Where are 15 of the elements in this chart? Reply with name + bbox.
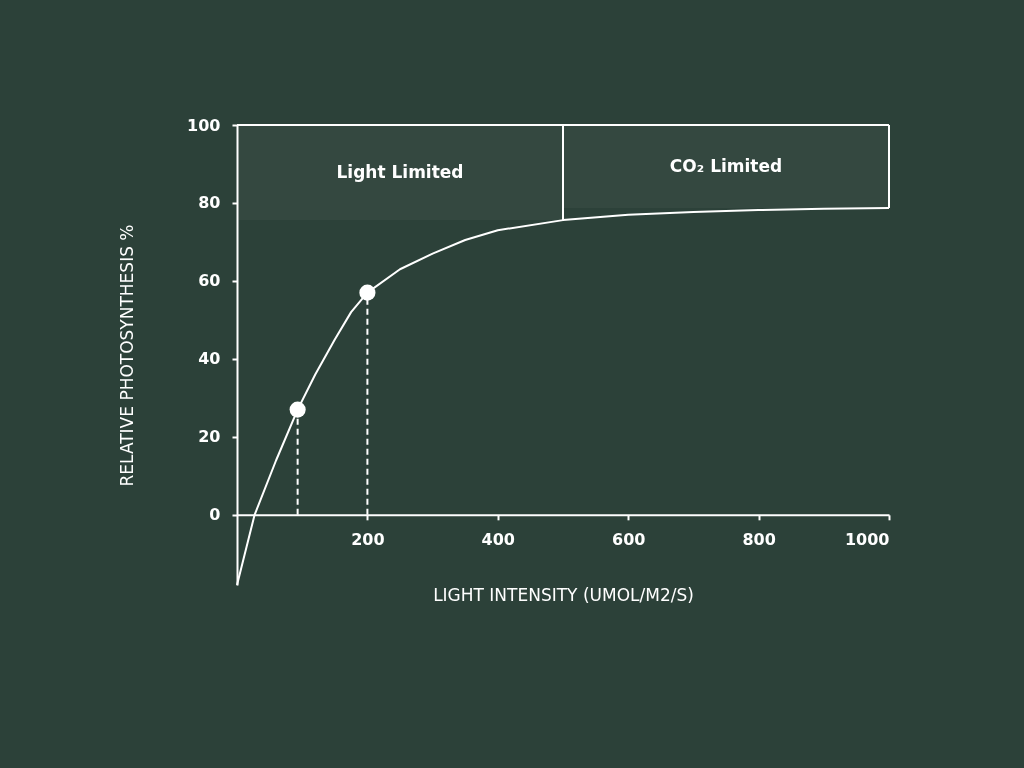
x-tick-label: 600 <box>612 530 646 550</box>
y-tick-label: 100 <box>187 115 221 135</box>
x-tick-label: 1000 <box>844 530 890 550</box>
band-label: CO₂ Limited <box>669 155 783 176</box>
y-axis-title: RELATIVE PHOTOSYNTHESIS % <box>117 224 138 487</box>
band-label: Light Limited <box>336 161 464 182</box>
y-tick-label: 80 <box>198 193 221 213</box>
y-tick-label: 60 <box>198 271 221 291</box>
x-axis-title: LIGHT INTENSITY (UMOL/M2/S) <box>433 585 694 606</box>
y-tick-label: 40 <box>198 349 221 369</box>
x-tick-label: 400 <box>481 530 515 550</box>
y-tick-label: 0 <box>209 505 221 525</box>
x-tick-label: 800 <box>742 530 776 550</box>
x-tick-label: 200 <box>351 530 385 550</box>
y-tick-label: 20 <box>198 427 221 447</box>
